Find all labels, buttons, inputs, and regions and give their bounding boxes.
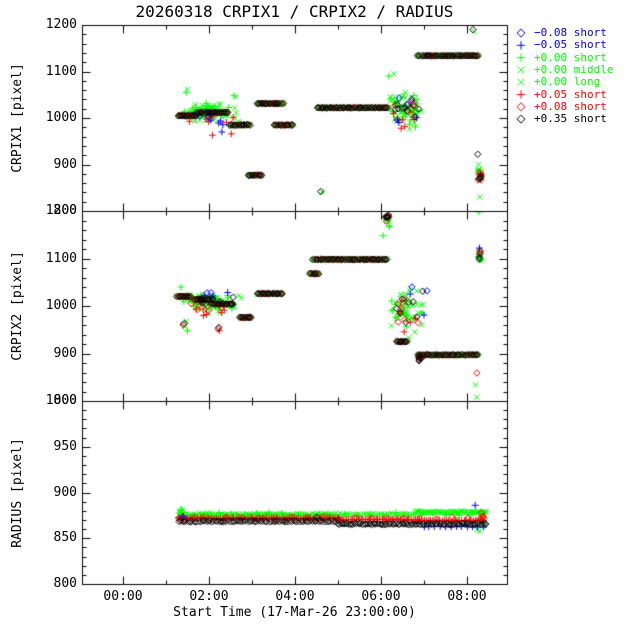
x-tick-label: 00:00 [103, 589, 143, 604]
legend-item: +0.00 long [534, 75, 601, 89]
legend-item: −0.05 short [534, 38, 607, 52]
legend-item: +0.05 short [534, 87, 607, 101]
x-tick-label: 06:00 [361, 589, 401, 604]
y-tick-label: 900 [53, 484, 77, 500]
legend-item: +0.08 short [534, 99, 607, 113]
y-tick-label: 1200 [45, 203, 77, 218]
y-tick-label: 850 [53, 530, 77, 546]
y-tick-label: 1000 [45, 393, 77, 408]
y-tick-label: 950 [53, 438, 77, 454]
y-tick-label: 1100 [45, 63, 77, 79]
chart-title: 20260318 CRPIX1 / CRPIX2 / RADIUS [135, 2, 454, 21]
legend-item: +0.35 short [534, 112, 607, 126]
legend-item: +0.00 short [534, 50, 607, 64]
y-tick-label: 1100 [45, 250, 77, 266]
y-tick-label: 800 [53, 576, 77, 591]
x-tick-label: 04:00 [275, 589, 315, 604]
y-tick-label: 900 [53, 156, 77, 172]
y-tick-label: 1000 [45, 110, 77, 125]
y-tick-label: 1200 [45, 17, 77, 32]
y-tick-label: 1000 [45, 298, 77, 313]
legend-item: −0.08 short [534, 26, 607, 39]
x-tick-label: 08:00 [447, 589, 487, 604]
y-tick-label: 800 [53, 203, 77, 218]
legend-item: +0.00 middle [534, 62, 614, 76]
x-axis-label: Start Time (17-Mar-26 23:00:00) [173, 605, 416, 620]
y-tick-label: 800 [53, 393, 77, 408]
x-tick-label: 02:00 [189, 589, 229, 604]
y-tick-label: 900 [53, 345, 77, 361]
